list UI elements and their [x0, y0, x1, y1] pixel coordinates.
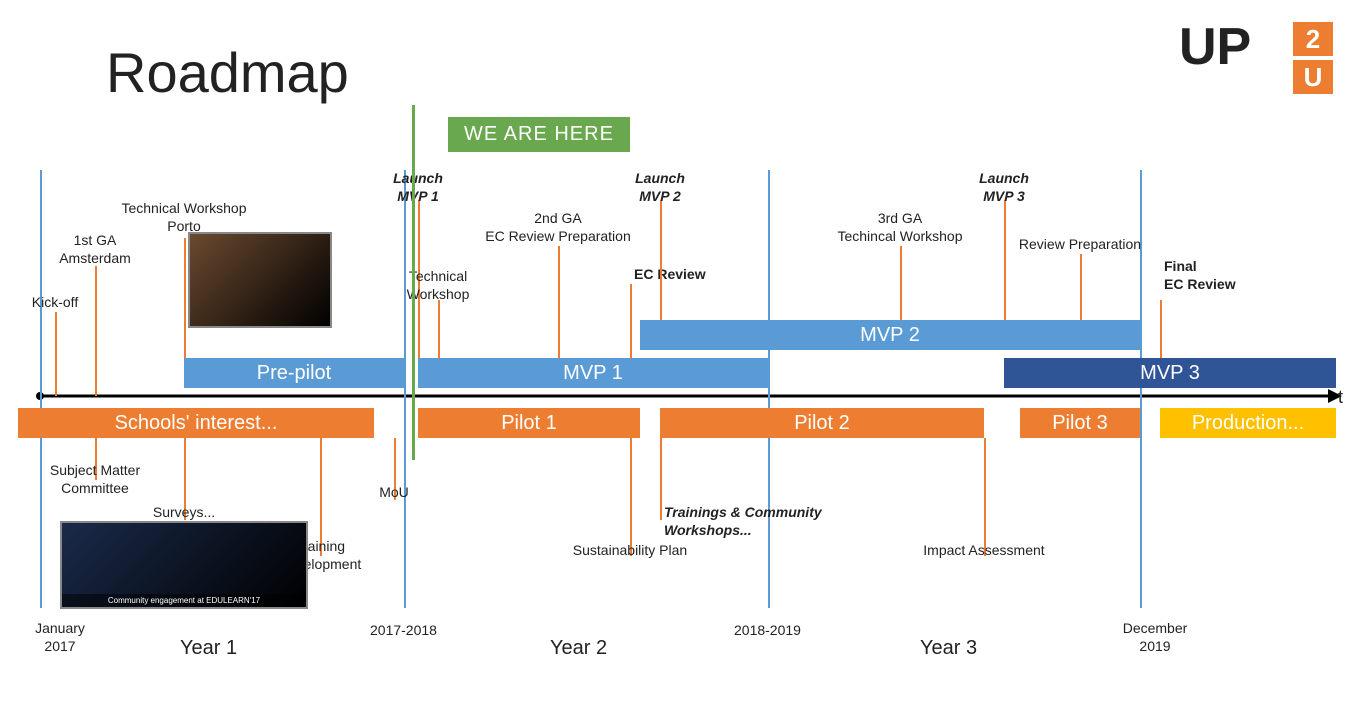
roadmap-canvas: Roadmap UP 2 U WE ARE HERE t January 201… [0, 0, 1369, 708]
event-label: 2nd GA EC Review Preparation [468, 210, 648, 245]
event-tick [1004, 200, 1006, 320]
event-label: 3rd GA Techincal Workshop [810, 210, 990, 245]
phase-bar: Pilot 2 [660, 408, 984, 438]
event-tick [630, 284, 632, 358]
year-divider [768, 170, 770, 608]
event-label: Sustainability Plan [540, 542, 720, 560]
year-transition-label: 2018-2019 [734, 622, 801, 640]
event-tick [95, 266, 97, 396]
event-label: 1st GA Amsterdam [5, 232, 185, 267]
event-tick [1080, 254, 1082, 320]
event-label: Technical Workshop Porto [94, 200, 274, 235]
year-label: Year 3 [920, 636, 977, 661]
event-label: Subject Matter Committee [5, 462, 185, 497]
event-tick [55, 312, 57, 396]
event-tick [438, 300, 440, 358]
phase-bar: Production... [1160, 408, 1336, 438]
we-are-here-tick [412, 105, 415, 460]
event-label: Surveys... [94, 504, 274, 522]
event-label: Final EC Review [1164, 258, 1324, 293]
event-label: Launch MVP 1 [328, 170, 508, 205]
event-label: Impact Assessment [894, 542, 1074, 560]
event-label: MoU [304, 484, 484, 502]
event-label: Technical Workshop [348, 268, 528, 303]
event-label: Kick-off [0, 294, 145, 312]
event-label: Launch MVP 3 [914, 170, 1094, 205]
year-transition-label: 2017-2018 [370, 622, 437, 640]
event-label: Trainings & Community Workshops... [664, 504, 824, 539]
phase-bar: Pilot 3 [1020, 408, 1140, 438]
photo-placeholder: Community engagement at EDULEARN'17 [60, 521, 308, 609]
axis-start-label: January 2017 [20, 620, 100, 655]
event-label: Review Preparation [990, 236, 1170, 254]
event-label: EC Review [634, 266, 794, 284]
event-tick [1160, 300, 1162, 358]
phase-bar: MVP 3 [1004, 358, 1336, 388]
photo-placeholder [188, 232, 332, 328]
event-tick [984, 438, 986, 556]
phase-bar: Schools' interest... [18, 408, 374, 438]
event-tick [900, 246, 902, 320]
event-tick [660, 200, 662, 320]
year-label: Year 2 [550, 636, 607, 661]
phase-bar: Pre-pilot [184, 358, 404, 388]
phase-bar: MVP 2 [640, 320, 1140, 350]
phase-bar: MVP 1 [418, 358, 768, 388]
axis-end-label: December 2019 [1110, 620, 1200, 655]
axis-t-label: t [1338, 386, 1343, 409]
event-tick [184, 238, 186, 358]
event-tick [558, 246, 560, 358]
phase-bar: Pilot 1 [418, 408, 640, 438]
year-label: Year 1 [180, 636, 237, 661]
event-tick [660, 438, 662, 520]
event-label: Launch MVP 2 [570, 170, 750, 205]
event-tick [630, 438, 632, 556]
